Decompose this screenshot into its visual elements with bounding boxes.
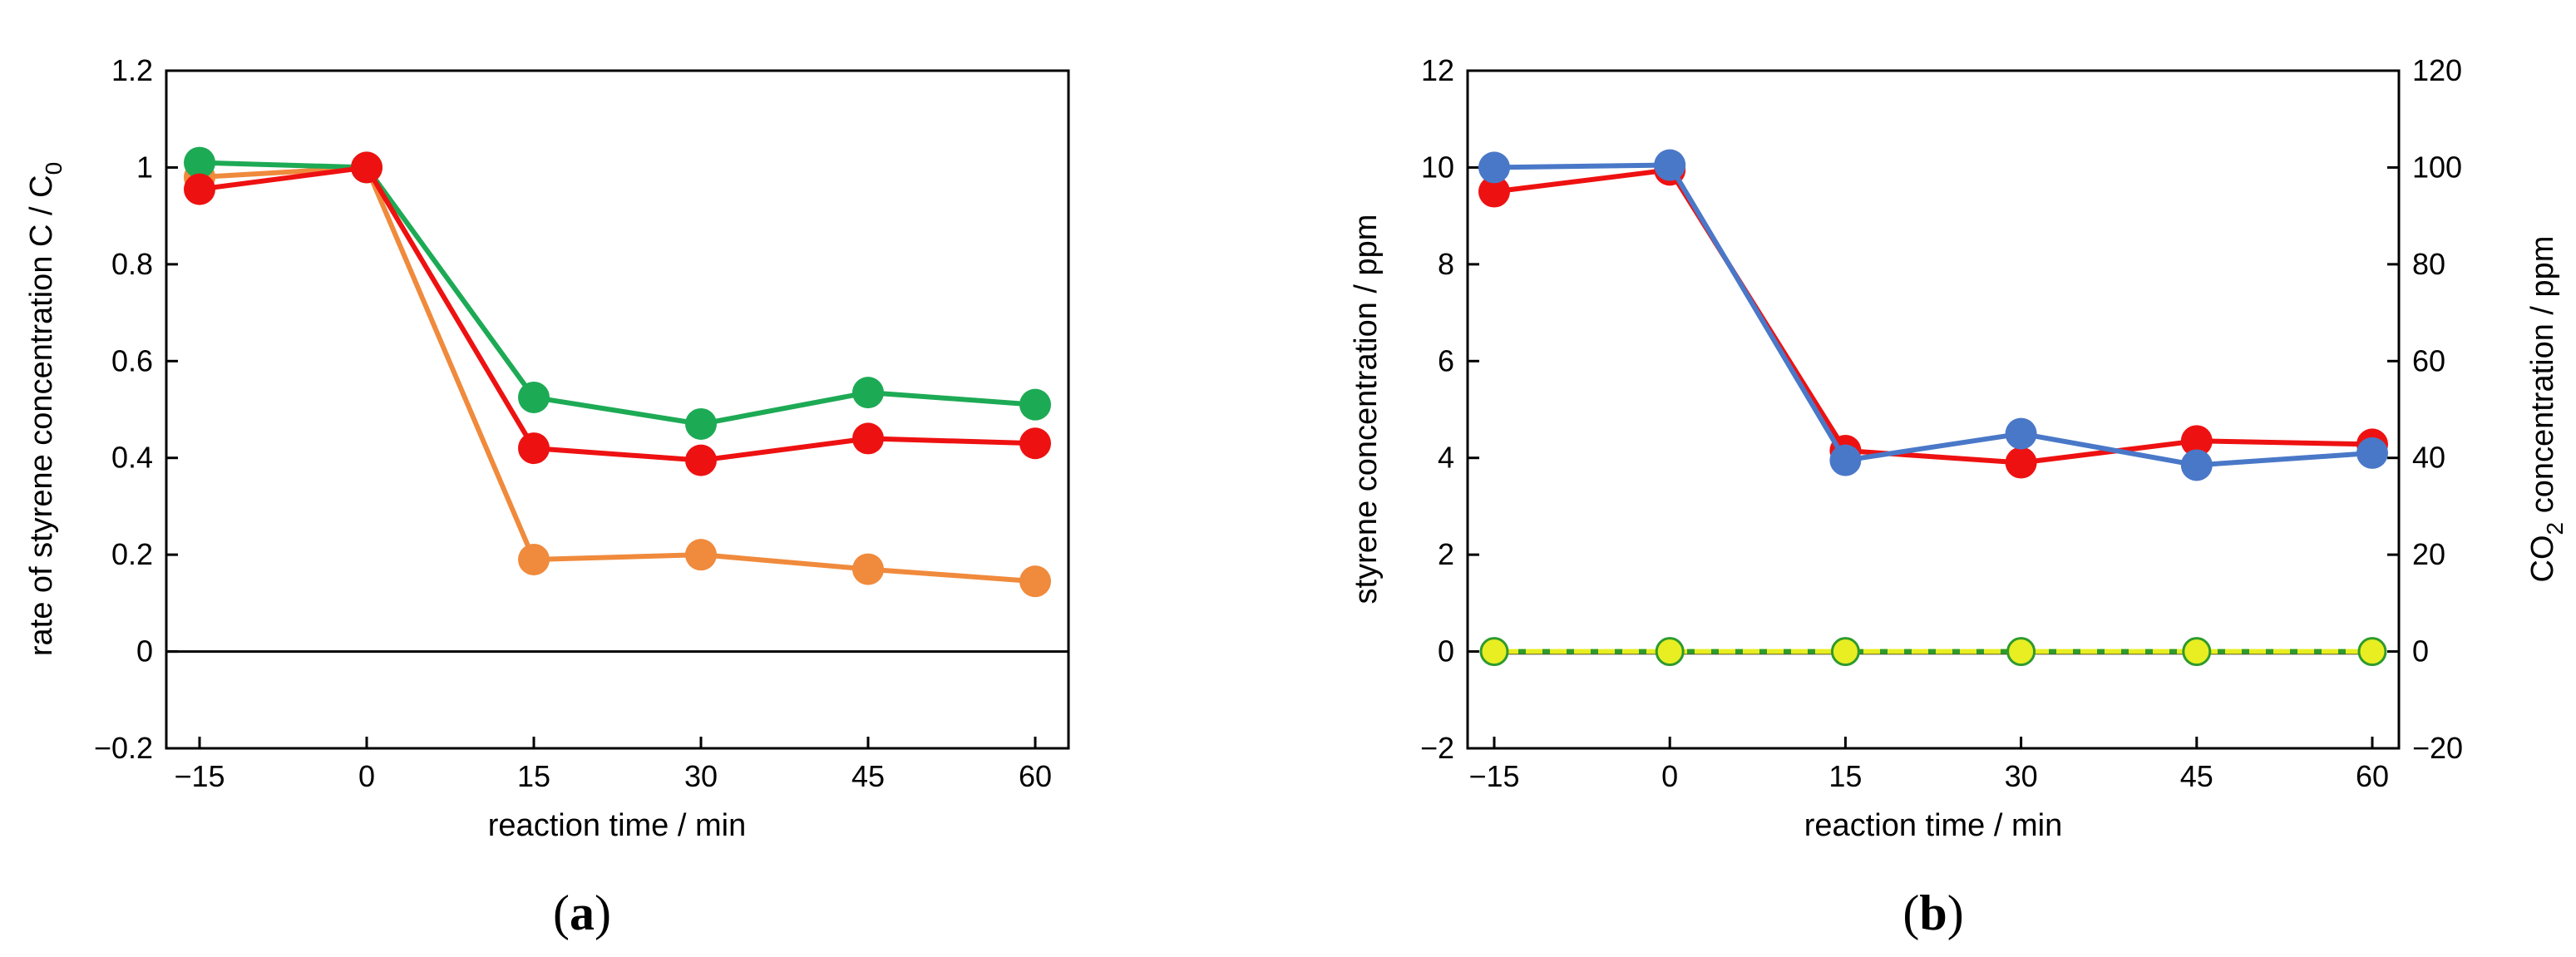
chart-b-x-tick-label: −15 [1468, 759, 1519, 793]
chart-b-series-2-point [2357, 637, 2387, 667]
chart-b-y2-tick-label: −20 [2412, 731, 2463, 765]
chart-b-y-tick-label: 2 [1438, 537, 1454, 571]
chart-b-series-2-point [1830, 637, 1860, 667]
chart-a-series-0-point [852, 553, 884, 585]
chart-a-series-0-point [1019, 565, 1051, 598]
chart-b-y2-tick-label: 0 [2412, 634, 2429, 668]
chart-a-x-tick-label: 0 [358, 759, 375, 793]
chart-a-x-ticks: −15 0 15 30 45 60 [174, 737, 1052, 793]
chart-a-x-tick-label: −15 [174, 759, 225, 793]
chart-b-y-tick-label: 8 [1438, 247, 1454, 281]
chart-a-x-label: reaction time / min [488, 808, 746, 843]
chart-b-series-0-point [2005, 446, 2037, 479]
chart-b-x-label: reaction time / min [1804, 808, 2062, 843]
chart-b-y-ticks: −2 0 2 4 6 8 10 12 [1420, 53, 1479, 765]
chart-b-x-tick-label: 15 [1828, 759, 1862, 793]
chart-b-y2-tick-label: 100 [2412, 150, 2462, 184]
chart-a-y-tick-label: 0 [136, 634, 153, 668]
chart-b-series-group [1478, 149, 2388, 667]
chart-b-y2-tick-label: 80 [2412, 247, 2445, 281]
chart-b-series-1-point [2356, 437, 2388, 469]
chart-b-series-1-point [1478, 151, 1510, 184]
chart-b-x-tick-label: 45 [2180, 759, 2213, 793]
chart-a-x-tick-label: 60 [1019, 759, 1052, 793]
chart-a-series-2-line [199, 165, 1036, 463]
chart-b-x-tick-label: 60 [2356, 759, 2389, 793]
chart-b-y2-ticks: −20 0 20 40 60 80 100 120 [2387, 53, 2463, 765]
chart-b-y2-tick-label: 20 [2412, 537, 2445, 571]
chart-b-series-1-point [1829, 444, 1862, 476]
chart-b-y-tick-label: 4 [1438, 441, 1454, 475]
chart-b-y-tick-label: −2 [1420, 731, 1454, 765]
chart-b-y-tick-label: 10 [1421, 150, 1454, 184]
chart-b-series-2-point [2006, 637, 2036, 667]
chart-a-series-group [184, 146, 1051, 598]
chart-a: −0.2 0 0.2 0.4 0.6 0.8 1 1.2 −15 0 15 30 45 60 react… [24, 53, 1070, 940]
chart-a-series-1-point [518, 381, 550, 413]
chart-a-y-tick-label: 1 [136, 150, 153, 184]
chart-a-series-2-point [1019, 427, 1051, 460]
chart-a-series-2-point [685, 444, 717, 476]
chart-b-x-ticks: −15 0 15 30 45 60 [1468, 737, 2389, 793]
chart-a-panel-label: (a) [553, 885, 611, 940]
chart-a-y-ticks: −0.2 0 0.2 0.4 0.6 0.8 1 1.2 [94, 53, 178, 765]
chart-a-series-1-line [199, 160, 1036, 427]
chart-a-x-tick-label: 30 [684, 759, 718, 793]
chart-b-y-label: styrene concentration / ppm [1349, 215, 1384, 604]
chart-b-series-0-point [1478, 175, 1510, 208]
chart-b-y2-tick-label: 60 [2412, 343, 2445, 377]
chart-a-y-label: rate of styrene concentration C / C0 [24, 162, 67, 656]
chart-b-series-0-point [2180, 425, 2213, 457]
chart-b-y2-label: CO2 concentration / ppm [2525, 236, 2568, 583]
chart-b-y-tick-label: 0 [1438, 634, 1454, 668]
chart-b-series-2-point [2182, 637, 2212, 667]
chart-a-series-1-point [852, 377, 884, 409]
chart-b-y2-tick-label: 120 [2412, 53, 2462, 87]
chart-a-series-0-point [685, 539, 717, 571]
chart-b-series-2-point [1655, 637, 1685, 667]
chart-a-y-tick-label: 1.2 [111, 53, 153, 87]
chart-a-y-tick-label: 0.8 [111, 247, 153, 281]
chart-b-series-1-point [2005, 417, 2037, 450]
chart-b-series-1-line [1493, 162, 2373, 468]
chart-a-series-1-point [184, 146, 215, 179]
chart-a-series-2-point [852, 422, 884, 455]
chart-b-series-2-point [1479, 637, 1509, 667]
chart-a-y-tick-label: 0.6 [111, 343, 153, 377]
chart-b-series-1-point [1654, 149, 1686, 181]
chart-a-x-tick-label: 45 [851, 759, 885, 793]
chart-a-x-tick-label: 15 [517, 759, 550, 793]
chart-b-y-tick-label: 6 [1438, 343, 1454, 377]
chart-b-x-tick-label: 0 [1661, 759, 1678, 793]
chart-b-plot-area [1466, 69, 2401, 750]
chart-a-y-tick-label: 0.4 [111, 441, 153, 475]
chart-b-panel-label: (b) [1902, 885, 1963, 940]
chart-b-series-0-line [1493, 167, 2373, 466]
chart-a-y-tick-label: −0.2 [94, 731, 153, 765]
chart-a-y-tick-label: 0.2 [111, 537, 153, 571]
chart-b-y-tick-label: 12 [1421, 53, 1454, 87]
chart-b-y2-tick-label: 40 [2412, 441, 2445, 475]
chart-a-series-2-point [351, 151, 382, 184]
chart-a-series-0-point [518, 543, 550, 575]
chart-a-series-2-point [184, 173, 215, 205]
chart-a-series-2-point [518, 432, 550, 465]
chart-b-series-1-point [2180, 449, 2213, 481]
chart-a-series-1-point [1019, 388, 1051, 421]
chart-a-series-1-point [685, 407, 717, 440]
chart-b-x-tick-label: 30 [2005, 759, 2038, 793]
